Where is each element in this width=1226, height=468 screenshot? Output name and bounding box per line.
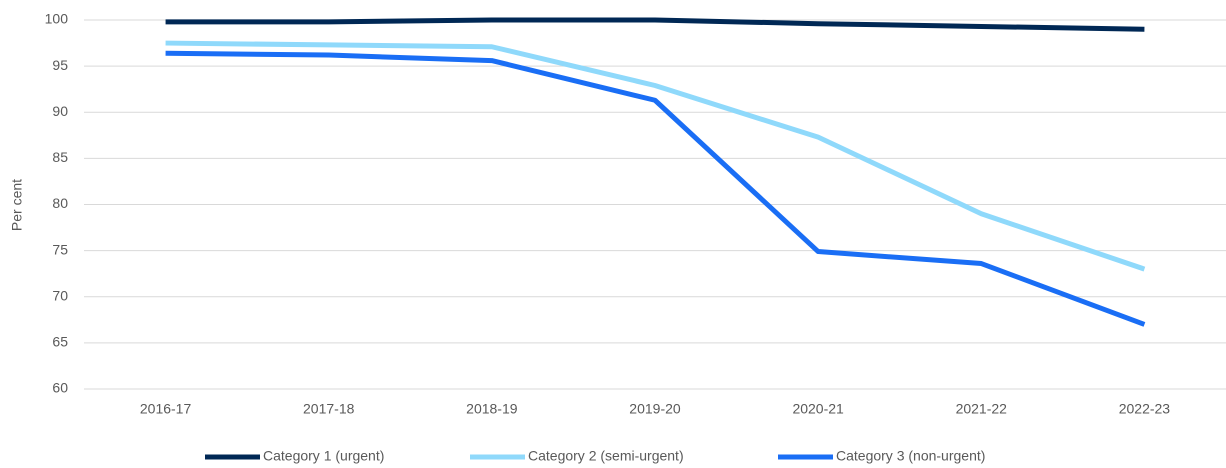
legend-label: Category 3 (non-urgent) [836, 448, 985, 464]
y-tick-label: 90 [52, 103, 68, 119]
y-tick-label: 100 [45, 11, 69, 27]
legend-label: Category 2 (semi-urgent) [528, 448, 684, 464]
y-tick-label: 95 [52, 57, 68, 73]
series-line [165, 17, 1145, 32]
y-tick-label: 75 [52, 241, 68, 257]
y-tick-label: 85 [52, 149, 68, 165]
x-tick-label: 2022-23 [1119, 401, 1171, 417]
series-line [165, 50, 1146, 327]
x-tick-label: 2016-17 [140, 401, 192, 417]
y-axis-title: Per cent [9, 179, 25, 231]
x-tick-label: 2021-22 [956, 401, 1008, 417]
x-tick-label: 2020-21 [792, 401, 844, 417]
x-tick-label: 2019-20 [629, 401, 681, 417]
y-tick-label: 65 [52, 334, 68, 350]
legend-label: Category 1 (urgent) [263, 448, 384, 464]
y-tick-label: 70 [52, 287, 68, 303]
y-tick-label: 60 [52, 380, 68, 396]
x-tick-label: 2017-18 [303, 401, 355, 417]
y-tick-label: 80 [52, 195, 68, 211]
x-tick-label: 2018-19 [466, 401, 518, 417]
series-line [165, 40, 1146, 272]
